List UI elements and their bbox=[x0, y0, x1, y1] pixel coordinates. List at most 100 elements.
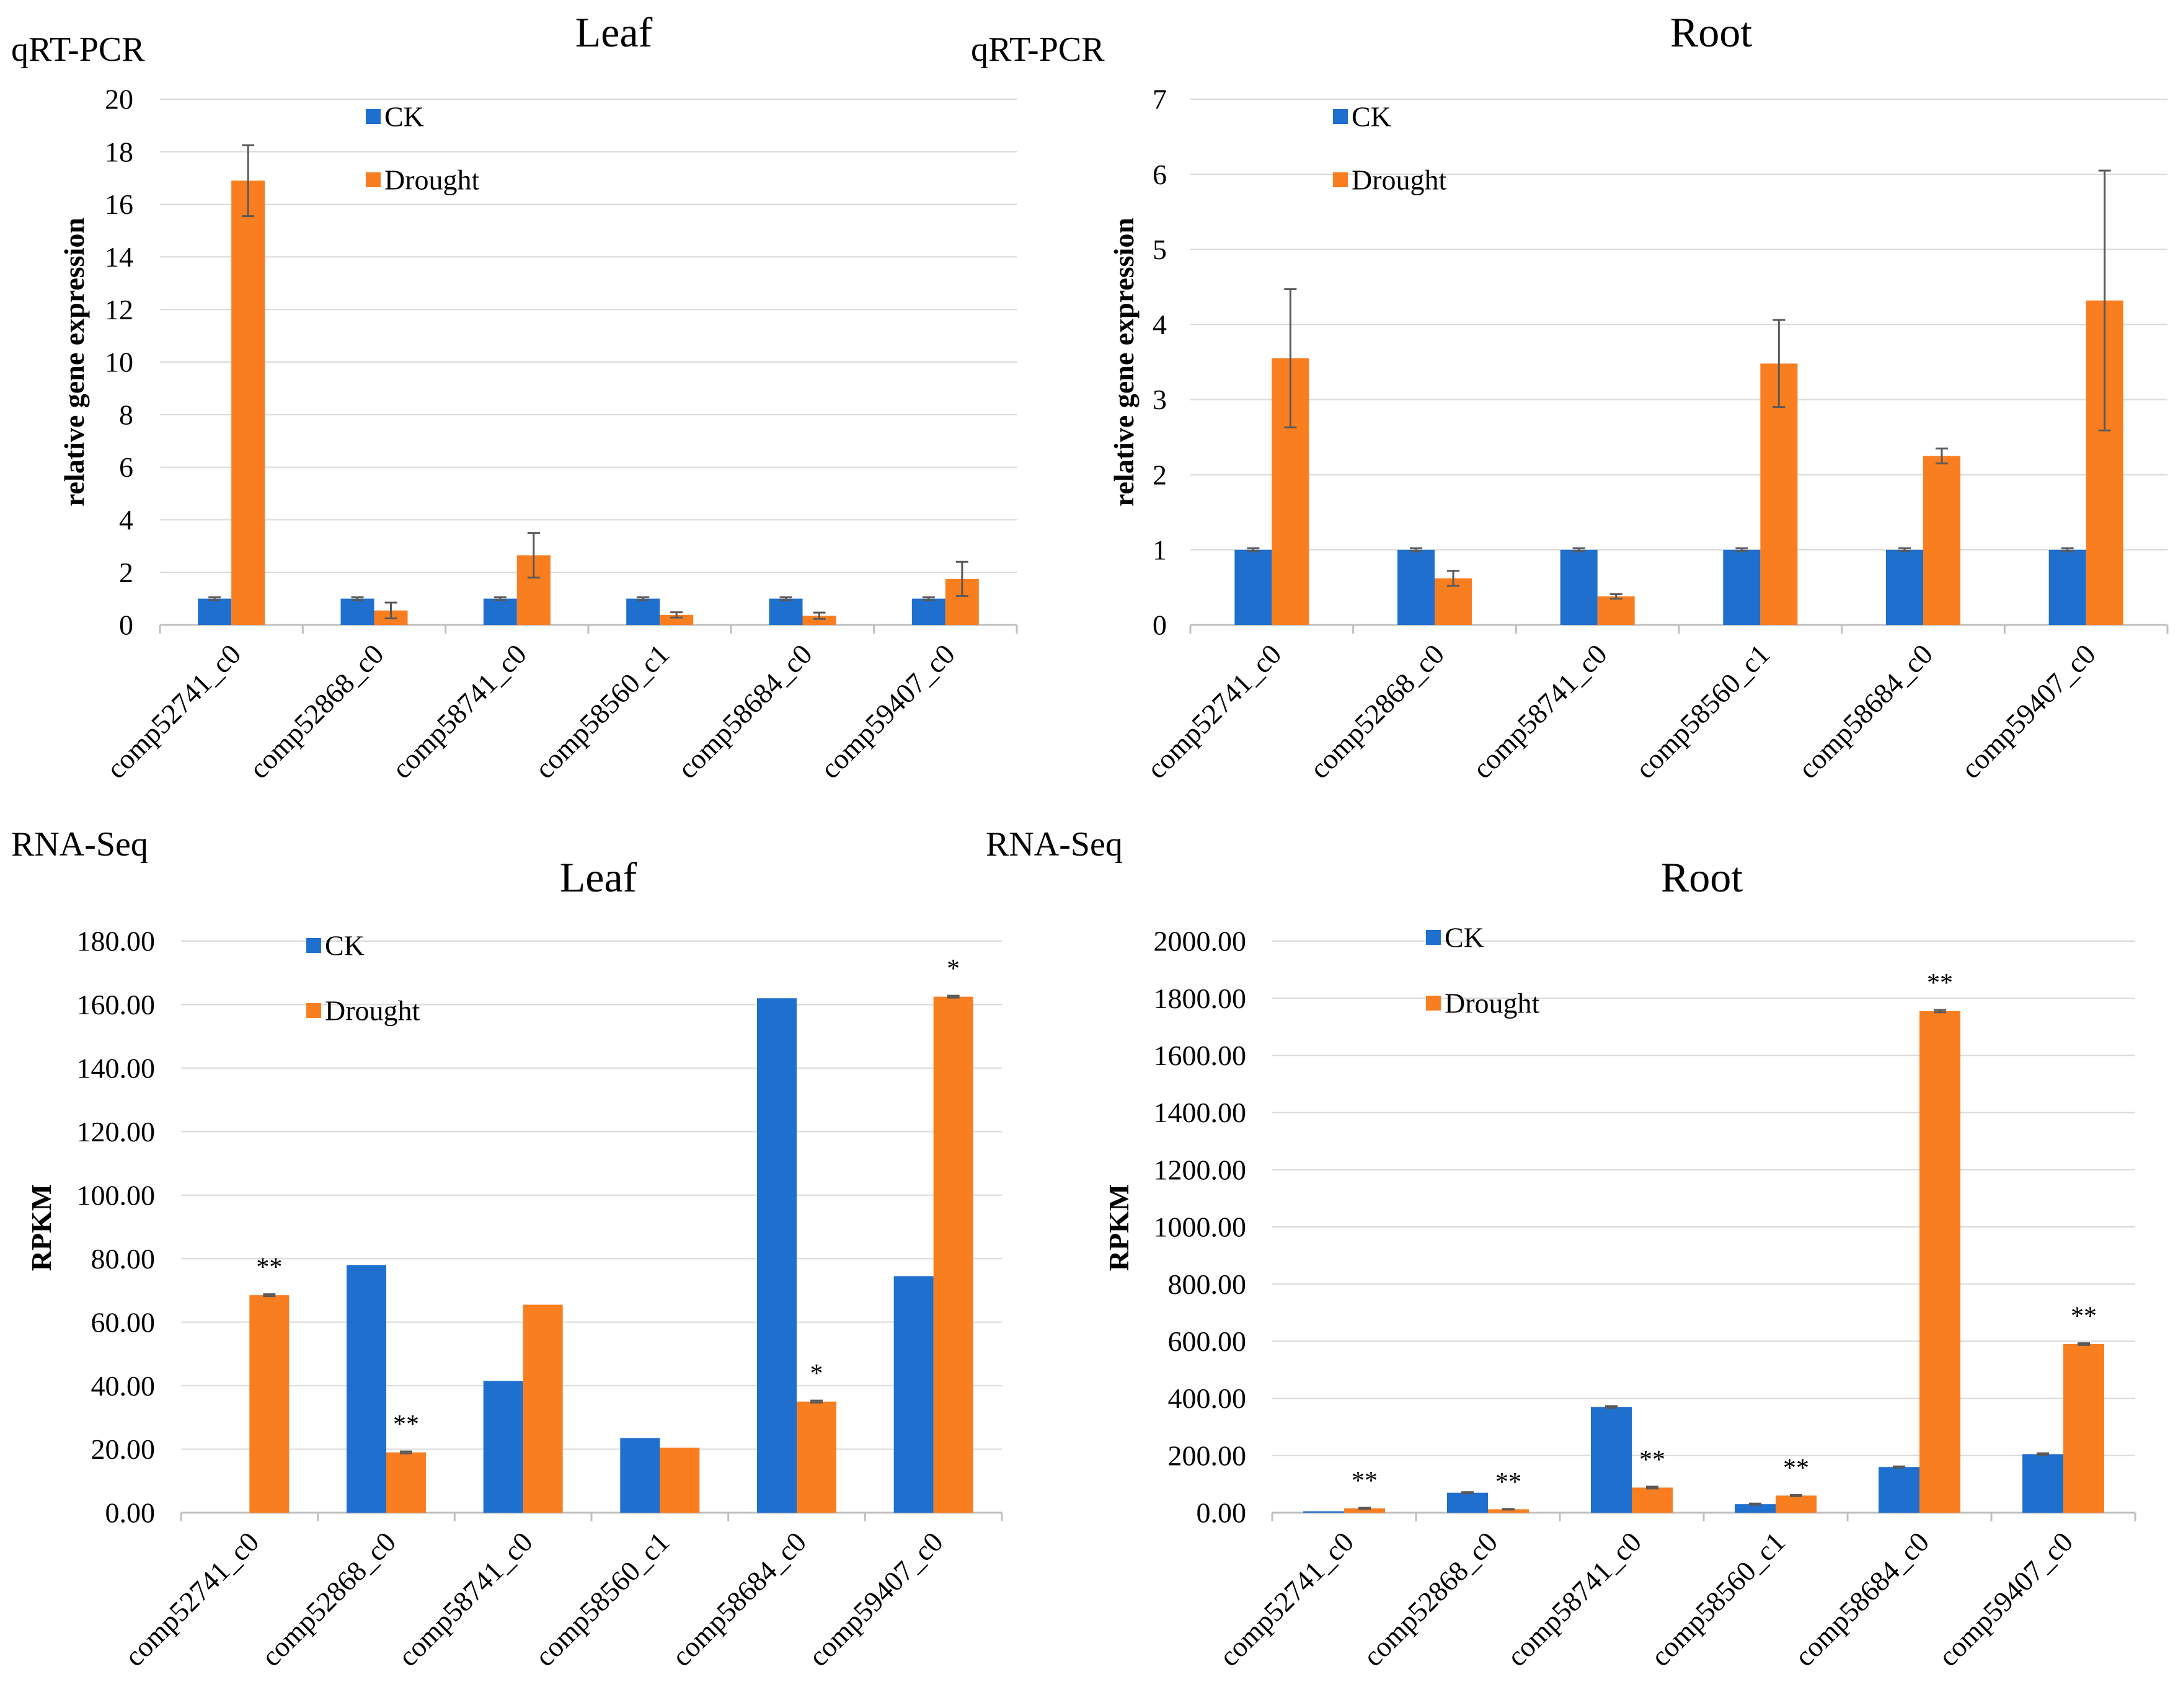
x-tick-label: comp58741_c0 bbox=[392, 1526, 539, 1673]
section-label: RNA-Seq bbox=[986, 825, 1123, 864]
y-tick-label: 2000.00 bbox=[1154, 926, 1247, 957]
y-tick-label: 2 bbox=[1153, 459, 1167, 490]
y-tick-label: 1400.00 bbox=[1154, 1097, 1247, 1128]
y-tick-label: 16 bbox=[105, 188, 133, 220]
significance-label: ** bbox=[1783, 1454, 1809, 1482]
legend-swatch-ck bbox=[1333, 109, 1348, 124]
y-axis-label: RPKM bbox=[1103, 1184, 1135, 1272]
x-tick-label: comp52741_c0 bbox=[1141, 638, 1288, 785]
x-tick-label: comp59407_c0 bbox=[814, 638, 961, 785]
bar-drought bbox=[1923, 456, 1960, 625]
y-tick-label: 1600.00 bbox=[1154, 1040, 1247, 1071]
x-tick-label: comp59407_c0 bbox=[802, 1526, 949, 1673]
chart-panel: RNA-Seq Leaf 0.00 20.00 40.00 60.00 80.00 100.0… bbox=[11, 825, 1003, 1673]
y-tick-label: 20.00 bbox=[91, 1433, 156, 1465]
section-label: qRT-PCR bbox=[971, 30, 1105, 69]
x-tick-label: comp58684_c0 bbox=[1792, 638, 1939, 785]
legend-label-drought: Drought bbox=[384, 164, 480, 196]
significance-label: ** bbox=[1927, 969, 1953, 998]
bar-drought bbox=[660, 614, 694, 625]
bar-ck bbox=[1447, 1492, 1488, 1513]
significance-label: ** bbox=[1495, 1468, 1521, 1497]
bar-ck bbox=[340, 598, 374, 625]
bar-ck bbox=[483, 598, 517, 625]
legend-label-ck: CK bbox=[325, 930, 365, 962]
section-label: RNA-Seq bbox=[11, 825, 148, 864]
y-tick-label: 3 bbox=[1153, 384, 1167, 415]
x-tick-label: comp52741_c0 bbox=[100, 638, 247, 785]
x-tick-label: comp59407_c0 bbox=[1932, 1526, 2079, 1673]
chart-panel: qRT-PCR Root 0 1 2 3 4 5 6 7 relative gene express… bbox=[971, 9, 2169, 785]
significance-label: ** bbox=[1352, 1467, 1378, 1495]
x-tick-label: comp52868_c0 bbox=[1357, 1526, 1503, 1673]
y-tick-label: 1800.00 bbox=[1154, 983, 1247, 1014]
bar-ck bbox=[1234, 549, 1272, 625]
y-tick-label: 0 bbox=[119, 609, 133, 641]
x-tick-label: comp58560_c1 bbox=[1644, 1526, 1791, 1673]
bar-ck bbox=[757, 998, 797, 1513]
x-tick-label: comp58741_c0 bbox=[386, 638, 533, 785]
bar-ck bbox=[1879, 1467, 1919, 1513]
y-tick-label: 1000.00 bbox=[1154, 1211, 1247, 1243]
bar-ck bbox=[893, 1276, 934, 1513]
y-tick-label: 14 bbox=[105, 241, 133, 273]
y-tick-label: 4 bbox=[119, 504, 133, 536]
x-tick-label: comp58560_c1 bbox=[529, 1526, 676, 1673]
y-tick-label: 0 bbox=[1153, 609, 1167, 641]
legend-label-ck: CK bbox=[1352, 101, 1391, 133]
y-tick-label: 12 bbox=[105, 294, 133, 325]
y-tick-label: 18 bbox=[105, 136, 133, 167]
bar-ck bbox=[769, 598, 803, 625]
x-tick-label: comp52868_c0 bbox=[255, 1526, 402, 1673]
legend-swatch-ck bbox=[306, 938, 321, 953]
y-tick-label: 600.00 bbox=[1168, 1325, 1247, 1357]
legend-swatch-drought bbox=[1333, 172, 1348, 187]
bar-drought bbox=[933, 996, 973, 1513]
bar-ck bbox=[1735, 1504, 1776, 1513]
y-axis-label: relative gene expression bbox=[1108, 218, 1140, 507]
x-tick-label: comp52741_c0 bbox=[118, 1526, 265, 1673]
x-tick-label: comp58684_c0 bbox=[1788, 1526, 1935, 1673]
y-axis-label: RPKM bbox=[25, 1184, 57, 1272]
y-tick-label: 20 bbox=[105, 84, 133, 115]
x-tick-label: comp58684_c0 bbox=[665, 1526, 812, 1673]
y-tick-label: 0.00 bbox=[1197, 1497, 1247, 1529]
bar-drought bbox=[1344, 1508, 1385, 1513]
y-tick-label: 180.00 bbox=[77, 926, 156, 957]
significance-label: ** bbox=[393, 1410, 419, 1439]
y-tick-label: 400.00 bbox=[1168, 1383, 1247, 1414]
bar-drought bbox=[1488, 1509, 1529, 1513]
y-tick-label: 8 bbox=[119, 399, 133, 430]
section-label: qRT-PCR bbox=[11, 30, 145, 69]
legend-swatch-drought bbox=[1426, 996, 1441, 1011]
chart-panel: qRT-PCR Leaf 0 2 4 6 8 10 12 14 16 18 20 relative gen… bbox=[11, 9, 1018, 785]
bar-ck bbox=[2022, 1454, 2063, 1513]
bar-ck bbox=[626, 598, 660, 625]
chart-title: Root bbox=[1661, 854, 1743, 901]
y-tick-label: 10 bbox=[105, 347, 133, 378]
chart-title: Root bbox=[1670, 9, 1752, 56]
bar-ck bbox=[483, 1381, 523, 1513]
y-tick-label: 160.00 bbox=[77, 989, 156, 1020]
x-tick-label: comp58560_c1 bbox=[1629, 638, 1776, 785]
bar-drought bbox=[1632, 1487, 1673, 1513]
legend-swatch-ck bbox=[1426, 930, 1441, 945]
x-tick-label: comp58741_c0 bbox=[1500, 1526, 1647, 1673]
x-tick-label: comp58741_c0 bbox=[1466, 638, 1613, 785]
bar-ck bbox=[1397, 549, 1435, 625]
legend-label-drought: Drought bbox=[325, 995, 420, 1027]
y-tick-label: 60.00 bbox=[91, 1306, 156, 1338]
x-tick-label: comp58684_c0 bbox=[671, 638, 818, 785]
legend-swatch-ck bbox=[366, 109, 381, 124]
bar-ck bbox=[1560, 549, 1598, 625]
bar-drought bbox=[249, 1295, 290, 1513]
bar-drought bbox=[660, 1447, 700, 1513]
y-tick-label: 0.00 bbox=[105, 1497, 156, 1529]
bar-ck bbox=[347, 1265, 386, 1513]
y-tick-label: 200.00 bbox=[1168, 1440, 1247, 1471]
y-tick-label: 4 bbox=[1153, 309, 1167, 340]
y-tick-label: 40.00 bbox=[91, 1370, 156, 1402]
y-tick-label: 100.00 bbox=[77, 1179, 156, 1211]
legend-swatch-drought bbox=[366, 172, 381, 187]
